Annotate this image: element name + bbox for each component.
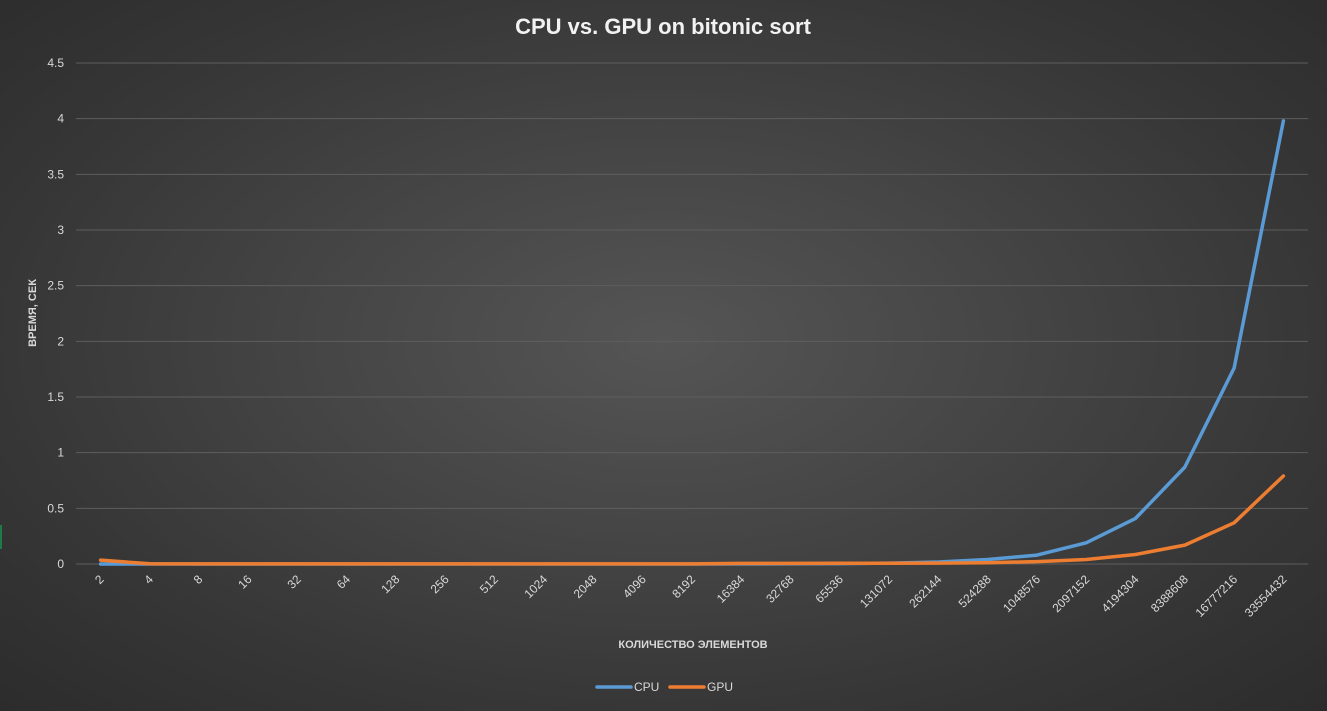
y-tick-label: 0	[57, 557, 64, 571]
x-tick-label: 2048	[571, 572, 600, 601]
x-tick-label: 32768	[763, 572, 797, 606]
edge-marker	[0, 525, 2, 549]
series-line-gpu	[98, 474, 1286, 566]
x-tick-label: 16384	[714, 572, 748, 606]
x-tick-label: 262144	[906, 572, 944, 610]
x-tick-label: 256	[428, 572, 452, 596]
legend-label-cpu: CPU	[634, 680, 659, 694]
x-tick-label: 128	[378, 572, 402, 596]
y-tick-label: 3.5	[47, 167, 64, 181]
legend: CPU GPU	[595, 680, 733, 694]
x-tick-label: 1024	[521, 572, 550, 601]
x-tick-label: 512	[477, 572, 501, 596]
x-tick-label: 64	[334, 572, 354, 592]
x-tick-label: 16	[235, 572, 255, 592]
x-tick-label: 2	[92, 572, 107, 587]
y-tick-label: 1	[57, 446, 64, 460]
y-tick-label: 2.5	[47, 279, 64, 293]
x-tick-label: 4194304	[1099, 572, 1142, 615]
y-tick-label: 4	[57, 112, 64, 126]
x-tick-label: 1048576	[1000, 572, 1043, 615]
x-tick-label: 32	[285, 572, 305, 592]
gridlines	[76, 62, 1308, 565]
chart-title: CPU vs. GPU on bitonic sort	[515, 14, 811, 39]
x-axis-ticks: 2 4 8 16 32 64 128 256 512 1024 2048 4096 8192 16384 3…	[92, 572, 1290, 620]
x-tick-label: 33554432	[1242, 572, 1290, 620]
y-tick-label: 4.5	[47, 56, 64, 70]
x-axis-label: КОЛИЧЕСТВО ЭЛЕМЕНТОВ	[618, 639, 767, 651]
x-tick-label: 131072	[857, 572, 895, 610]
y-tick-label: 3	[57, 223, 64, 237]
series-line-cpu	[98, 119, 1286, 566]
x-tick-label: 8	[191, 572, 206, 587]
y-tick-label: 1.5	[47, 390, 64, 404]
series-lines	[98, 119, 1286, 566]
y-axis-label: ВРЕМЯ, СЕК	[27, 279, 39, 347]
x-tick-label: 524288	[956, 572, 994, 610]
x-tick-label: 2097152	[1049, 572, 1092, 615]
x-tick-label: 16777216	[1193, 572, 1241, 620]
x-tick-label: 4096	[620, 572, 649, 601]
x-tick-label: 4	[141, 572, 156, 587]
y-tick-label: 0.5	[47, 501, 64, 515]
x-tick-label: 8192	[669, 572, 698, 601]
y-tick-label: 2	[57, 334, 64, 348]
x-tick-label: 8388608	[1148, 572, 1191, 615]
x-tick-label: 65536	[812, 572, 846, 606]
legend-label-gpu: GPU	[707, 680, 733, 694]
y-axis-ticks: 0 0.5 1 1.5 2 2.5 3 3.5 4 4.5	[47, 56, 64, 571]
